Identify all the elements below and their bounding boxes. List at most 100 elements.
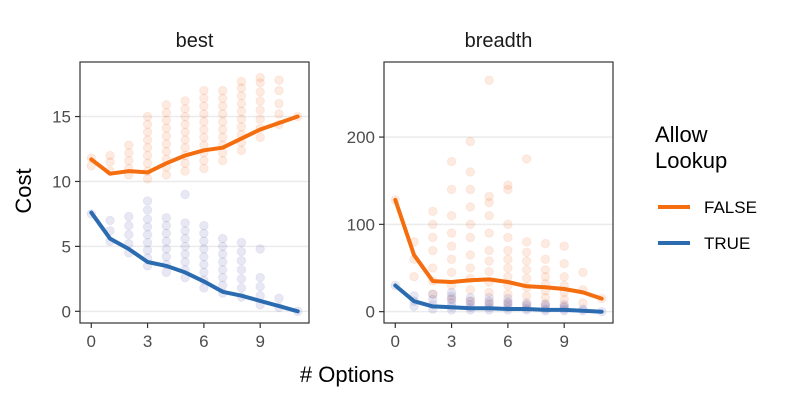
point-breadth-false-x5-7 [484,210,494,221]
point-best-false-x3-2 [142,158,153,169]
line-breadth-false [393,197,604,301]
point-breadth-false-x2-3 [428,245,438,256]
point-best-false-x5-3 [180,142,190,153]
point-best-false-x5-8 [180,103,190,114]
point-best-true-x5-3 [180,249,190,259]
point-breadth-false-x2-4 [428,232,438,243]
panel-title-best: best [176,30,214,52]
legend: Allow Lookup FALSE TRUE [655,122,757,253]
point-breadth-false-x7-1 [521,291,532,301]
point-best-false-x6-5 [199,124,209,135]
point-breadth-true-x8-3 [540,298,551,309]
point-best-true-x8-4 [236,255,247,266]
point-best-true-x1-2 [105,215,115,226]
point-best-true-x8-5 [236,246,247,257]
point-breadth-false-x2-6 [428,206,438,217]
point-breadth-true-x5-3 [484,296,494,306]
point-best-true-x9-4 [255,244,265,254]
panel-border-breadth [383,61,614,324]
point-best-false-x10-1 [274,109,284,119]
point-best-false-x8-0 [236,145,247,156]
point-best-true-x9-2 [255,281,265,292]
point-best-false-x6-4 [199,132,209,143]
point-best-false-x9-0 [255,132,265,143]
point-best-false-x3-0 [142,174,153,184]
point-breadth-false-x4-7 [465,202,476,212]
panel-title-breadth: breadth [465,30,533,52]
point-breadth-false-x7-6 [521,247,532,258]
point-best-false-x8-7 [236,90,247,101]
point-best-true-x6-2 [199,267,209,278]
point-breadth-false-x5-1 [484,287,494,298]
point-breadth-false-x7-4 [521,264,532,275]
point-breadth-false-x8-7 [540,238,551,249]
panel-breadth: breadth 0 100 200 0 3 6 9 [347,30,614,351]
point-breadth-false-x5-6 [484,228,494,238]
point-breadth-true-x6-4 [503,293,513,304]
point-best-false-x8-9 [236,76,247,87]
point-best-false-x5-0 [180,166,190,176]
point-best-false-x3-3 [142,150,153,161]
point-breadth-false-x4-5 [465,232,476,243]
legend-title-line-1: Allow [655,122,708,147]
point-best-true-x8-6 [236,237,247,248]
point-best-true-x3-3 [142,237,153,248]
legend-title-line-2: Lookup [655,148,727,173]
line-best-true [89,210,300,314]
point-breadth-true-x7-3 [521,298,532,308]
point-best-false-x7-0 [217,155,228,166]
point-best-false-x9-4 [255,96,265,106]
point-best-false-x6-7 [199,109,209,119]
point-breadth-true-x3-4 [446,291,457,301]
point-best-true-x8-3 [236,264,247,275]
y-tick-label-best-15: 15 [52,108,71,127]
point-best-true-x6-6 [199,236,209,246]
x-tick-label-breadth-6: 6 [503,332,512,351]
point-best-true-x4-4 [161,236,172,246]
point-breadth-false-x3-6 [446,210,457,221]
point-best-true-x4-3 [161,244,172,254]
x-tick-label-best-0: 0 [87,332,96,351]
point-breadth-false-x4-8 [465,184,476,195]
point-best-true-x5-6 [180,226,190,236]
point-best-false-x3-7 [142,119,153,130]
point-best-true-x5-4 [180,241,190,252]
legend-label-true: TRUE [704,234,750,253]
point-best-true-x5-2 [180,257,190,267]
y-tick-label-breadth-100: 100 [347,215,375,234]
point-best-false-x3-5 [142,135,153,145]
point-best-true-x8-2 [236,274,247,284]
point-best-true-x3-4 [142,229,153,240]
point-best-false-x10-4 [274,75,284,85]
point-breadth-false-x3-4 [446,241,457,251]
point-breadth-false-x2-5 [428,219,438,230]
point-best-false-x5-7 [180,111,190,122]
point-breadth-false-x6-6 [503,245,513,256]
point-breadth-true-x5-4 [484,292,494,303]
point-breadth-false-x6-4 [503,263,513,273]
point-best-false-x10-3 [274,85,284,96]
point-best-false-x4-6 [161,123,172,134]
point-breadth-true-x4-4 [465,292,476,303]
y-tick-label-best-5: 5 [62,237,71,256]
point-best-false-x5-9 [180,96,190,106]
point-best-false-x9-5 [255,87,265,97]
panel-best: best 0 5 10 15 0 3 6 9 [52,30,310,351]
point-best-true-x2-2 [124,229,134,240]
point-breadth-false-x9-1 [559,294,569,305]
point-best-true-x2-3 [124,220,134,231]
point-breadth-false-x5-10 [484,75,494,86]
point-best-false-x3-6 [142,127,153,137]
point-best-true-x4-6 [161,220,172,231]
point-breadth-false-x9-5 [559,258,569,269]
point-breadth-false-x8-6 [540,254,551,265]
point-best-false-x4-8 [161,107,172,118]
point-best-false-x9-2 [255,114,265,124]
point-breadth-false-x3-7 [446,184,457,195]
point-breadth-true-x3-5 [446,287,457,298]
point-best-false-x4-7 [161,115,172,126]
point-best-false-x8-6 [236,98,247,109]
point-breadth-false-x6-1 [503,289,513,299]
